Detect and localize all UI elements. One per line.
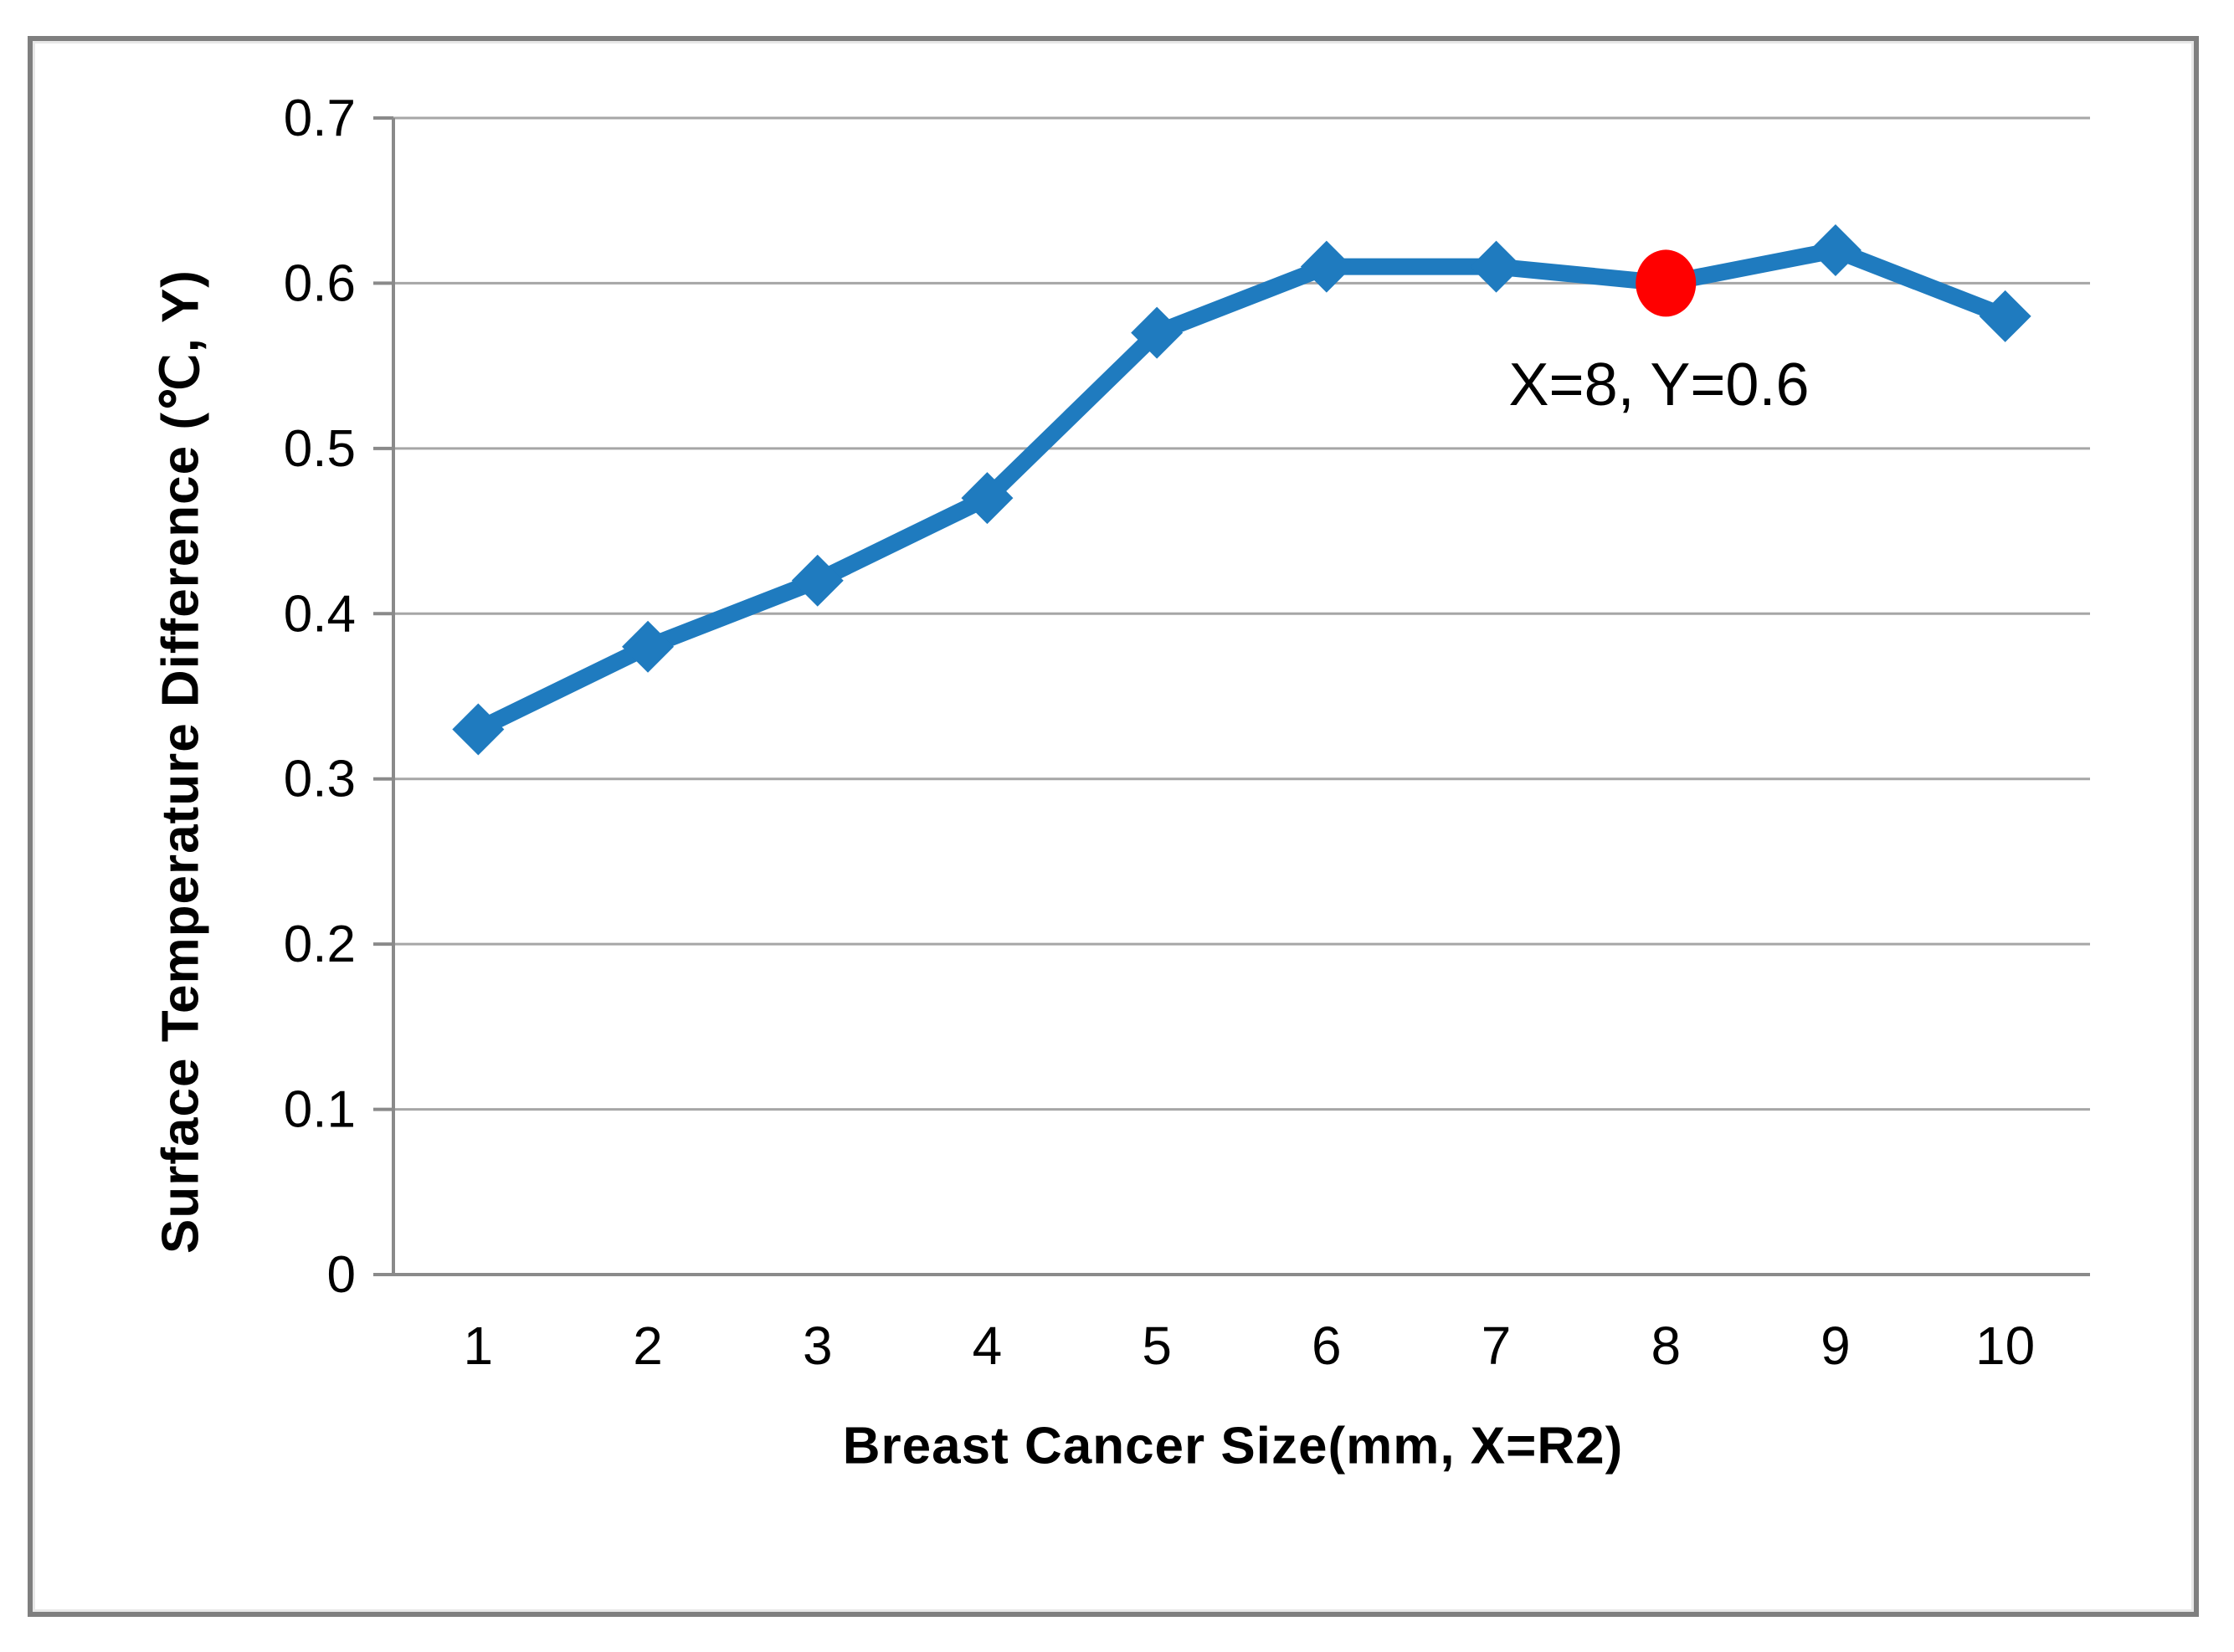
- highlight-point: [1636, 249, 1697, 317]
- data-point-marker: [961, 472, 1014, 525]
- y-tick-label: 0.7: [284, 90, 356, 147]
- data-point-marker: [1809, 223, 1862, 276]
- x-tick-label: 7: [1482, 1316, 1512, 1376]
- y-tick-label: 0.4: [284, 585, 356, 643]
- series-line: [470, 241, 2014, 738]
- data-point-marker: [791, 554, 844, 607]
- y-tick-label: 0.5: [284, 420, 356, 478]
- data-point-marker: [1300, 240, 1353, 293]
- x-tick-label: 2: [633, 1316, 663, 1376]
- y-tick-label: 0.2: [284, 916, 356, 973]
- x-tick-label: 10: [1975, 1316, 2035, 1376]
- y-tick-label: 0.6: [284, 254, 356, 312]
- highlight-annotation: X=8, Y=0.6: [1508, 351, 1810, 418]
- y-tick-label: 0.3: [284, 751, 356, 808]
- x-tick-label: 1: [464, 1316, 494, 1376]
- data-point-marker: [1470, 240, 1523, 293]
- x-tick-label: 8: [1651, 1316, 1681, 1376]
- y-tick-label: 0.1: [284, 1081, 356, 1139]
- data-point-marker: [622, 620, 675, 673]
- data-point-marker: [452, 703, 505, 756]
- x-tick-label: 5: [1142, 1316, 1172, 1376]
- y-axis-title: Surface Temperature Difference (℃, Y): [152, 269, 210, 1254]
- x-axis-title: Breast Cancer Size(mm, X=R2): [842, 1417, 1624, 1475]
- data-point-marker: [1979, 290, 2031, 342]
- chart-frame: [28, 36, 2199, 1617]
- x-tick-label: 3: [803, 1316, 833, 1376]
- x-tick-label: 9: [1821, 1316, 1851, 1376]
- y-tick-label: 0: [327, 1246, 356, 1304]
- data-point-marker: [1131, 306, 1184, 359]
- x-tick-label: 6: [1312, 1316, 1342, 1376]
- x-tick-label: 4: [973, 1316, 1003, 1376]
